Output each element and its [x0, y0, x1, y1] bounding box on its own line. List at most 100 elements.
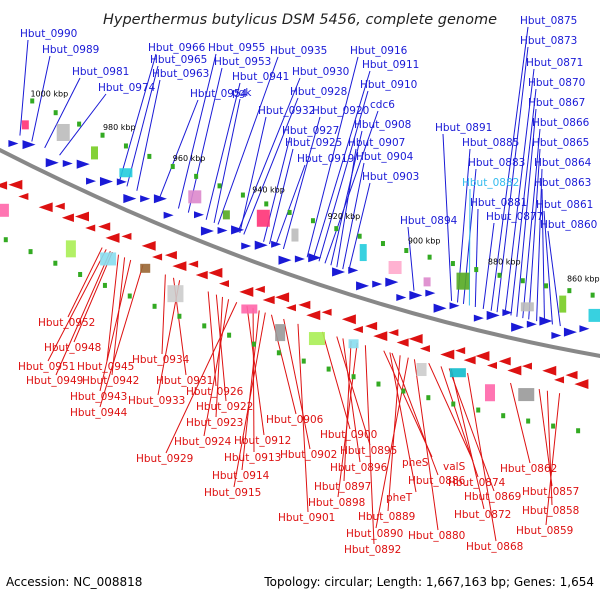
gene-label-forward[interactable]: Hbut_0891: [435, 122, 492, 134]
gene-label-reverse[interactable]: Hbut_0857: [522, 486, 579, 498]
gene-label-forward[interactable]: Hbut_0919: [297, 153, 354, 165]
gene-label-forward[interactable]: Hbut_0911: [362, 59, 419, 71]
gene-label-forward[interactable]: Hbut_0863: [534, 177, 591, 189]
gene-label-reverse[interactable]: Hbut_0872: [454, 509, 511, 521]
gene-label-reverse[interactable]: Hbut_0896: [330, 462, 388, 474]
gene-label-reverse[interactable]: Hbut_0923: [186, 417, 243, 429]
kbp-tick-label: 1000 kbp: [30, 90, 68, 99]
reverse-gene-arrow: [298, 300, 311, 310]
gene-label-reverse[interactable]: Hbut_0868: [466, 541, 523, 553]
gene-label-reverse[interactable]: Hbut_0931: [156, 375, 213, 387]
gene-label-forward[interactable]: Hbut_0935: [270, 45, 327, 57]
gene-label-forward[interactable]: Hbut_0974: [98, 82, 156, 94]
gene-label-forward[interactable]: Hbut_0928: [290, 86, 347, 98]
gene-label-reverse[interactable]: Hbut_0862: [500, 463, 557, 475]
gene-label-forward[interactable]: Hbut_0867: [528, 97, 585, 109]
gene-label-reverse[interactable]: Hbut_0912: [234, 435, 291, 447]
gene-label-forward[interactable]: Hbut_0894: [400, 215, 458, 227]
gene-label-forward[interactable]: Hbut_0930: [292, 66, 349, 78]
gene-label-forward[interactable]: Hbut_0954: [190, 88, 248, 100]
gene-label-reverse[interactable]: pheT: [386, 492, 413, 504]
accession-text: Accession: NC_008818: [6, 575, 142, 589]
gene-label-forward[interactable]: Hbut_0903: [362, 171, 419, 183]
gene-label-forward[interactable]: Hbut_0920: [312, 105, 369, 117]
gene-label-forward[interactable]: Hbut_0932: [258, 105, 315, 117]
green-marker: [497, 272, 502, 278]
gene-label-reverse[interactable]: Hbut_0924: [174, 436, 232, 448]
gene-label-reverse[interactable]: Hbut_0901: [278, 512, 335, 524]
gene-label-reverse[interactable]: Hbut_0859: [516, 525, 573, 537]
gene-label-forward[interactable]: Hbut_0981: [72, 66, 129, 78]
gene-label-forward[interactable]: Hbut_0875: [520, 15, 577, 27]
gene-label-reverse[interactable]: Hbut_0880: [408, 530, 465, 542]
gene-label-forward[interactable]: Hbut_0861: [536, 199, 593, 211]
gene-label-reverse[interactable]: Hbut_0892: [344, 544, 401, 556]
gene-label-forward[interactable]: Hbut_0864: [534, 157, 592, 169]
gene-label-forward[interactable]: Hbut_0907: [348, 137, 405, 149]
gene-label-forward[interactable]: Hbut_0966: [148, 42, 206, 54]
green-marker: [376, 381, 381, 387]
gene-label-forward[interactable]: Hbut_0860: [540, 219, 597, 231]
gene-label-reverse[interactable]: Hbut_0948: [44, 342, 101, 354]
gene-label-reverse[interactable]: Hbut_0858: [522, 505, 579, 517]
gene-label-reverse[interactable]: Hbut_0900: [320, 429, 377, 441]
gene-label-reverse[interactable]: Hbut_0945: [77, 361, 134, 373]
gene-label-forward[interactable]: Hbut_0965: [150, 54, 207, 66]
gene-label-forward[interactable]: Hbut_0908: [354, 119, 411, 131]
gene-label-forward[interactable]: Hbut_0881: [470, 197, 527, 209]
gene-label-reverse[interactable]: Hbut_0949: [26, 375, 83, 387]
gene-label-reverse[interactable]: Hbut_0943: [70, 391, 127, 403]
gene-label-reverse[interactable]: Hbut_0913: [224, 452, 281, 464]
gene-label-forward[interactable]: Hbut_0941: [232, 71, 289, 83]
gene-label-forward[interactable]: Hbut_0865: [532, 137, 589, 149]
gene-label-line: [490, 26, 529, 311]
gene-label-reverse[interactable]: Hbut_0897: [314, 481, 371, 493]
gene-label-reverse[interactable]: Hbut_0889: [358, 511, 415, 523]
gene-label-forward[interactable]: Hbut_0873: [520, 35, 577, 47]
gene-label-reverse[interactable]: Hbut_0922: [196, 401, 253, 413]
forward-gene-arrow: [241, 242, 252, 250]
gene-label-forward[interactable]: Hbut_0910: [360, 79, 417, 91]
gene-label-reverse[interactable]: Hbut_0874: [448, 477, 506, 489]
gene-label-reverse[interactable]: Hbut_0915: [204, 487, 261, 499]
gene-label-reverse[interactable]: Hbut_0933: [128, 395, 185, 407]
gene-label-forward[interactable]: pgk: [232, 87, 252, 99]
gene-label-reverse[interactable]: Hbut_0890: [346, 528, 403, 540]
gene-label-reverse[interactable]: Hbut_0869: [464, 491, 521, 503]
gene-label-reverse[interactable]: Hbut_0934: [132, 354, 190, 366]
gene-label-reverse[interactable]: Hbut_0942: [82, 375, 139, 387]
gene-label-reverse[interactable]: Hbut_0906: [266, 414, 324, 426]
gene-label-reverse[interactable]: Hbut_0944: [70, 407, 128, 419]
gene-label-reverse[interactable]: pheS: [402, 457, 429, 469]
feature-block: [241, 304, 258, 314]
gene-label-reverse[interactable]: Hbut_0951: [18, 361, 75, 373]
gene-label-forward[interactable]: Hbut_0963: [152, 68, 209, 80]
gene-label-reverse[interactable]: Hbut_0926: [186, 386, 244, 398]
gene-label-reverse[interactable]: Hbut_0952: [38, 317, 95, 329]
gene-label-reverse[interactable]: Hbut_0902: [280, 449, 337, 461]
gene-label-forward[interactable]: Hbut_0883: [468, 157, 525, 169]
gene-label-forward[interactable]: Hbut_0916: [350, 45, 408, 57]
gene-label-forward[interactable]: Hbut_0990: [20, 28, 77, 40]
gene-label-forward[interactable]: Hbut_0882: [462, 177, 519, 189]
gene-label-forward[interactable]: Hbut_0953: [214, 56, 271, 68]
gene-label-forward[interactable]: Hbut_0955: [208, 42, 265, 54]
gene-label-reverse[interactable]: valS: [443, 461, 466, 473]
gene-label-forward[interactable]: Hbut_0871: [526, 57, 583, 69]
gene-label-forward[interactable]: Hbut_0927: [282, 125, 339, 137]
gene-label-reverse[interactable]: Hbut_0895: [340, 445, 397, 457]
green-marker: [476, 407, 481, 413]
gene-label-forward[interactable]: Hbut_0870: [528, 77, 585, 89]
gene-label-reverse[interactable]: Hbut_0914: [212, 470, 270, 482]
gene-label-forward[interactable]: Hbut_0904: [356, 151, 414, 163]
gene-label-reverse[interactable]: Hbut_0929: [136, 453, 193, 465]
gene-label-forward[interactable]: Hbut_0989: [42, 44, 99, 56]
gene-label-forward[interactable]: Hbut_0877: [486, 211, 543, 223]
gene-label-forward[interactable]: Hbut_0866: [532, 117, 590, 129]
gene-label-forward[interactable]: Hbut_0885: [462, 137, 519, 149]
reverse-gene-arrow: [74, 211, 89, 222]
gene-label-forward[interactable]: cdc6: [370, 99, 395, 111]
gene-label-reverse[interactable]: Hbut_0898: [308, 497, 365, 509]
gene-label-forward[interactable]: Hbut_0925: [285, 137, 342, 149]
gene-label-reverse[interactable]: Hbut_0886: [408, 475, 466, 487]
